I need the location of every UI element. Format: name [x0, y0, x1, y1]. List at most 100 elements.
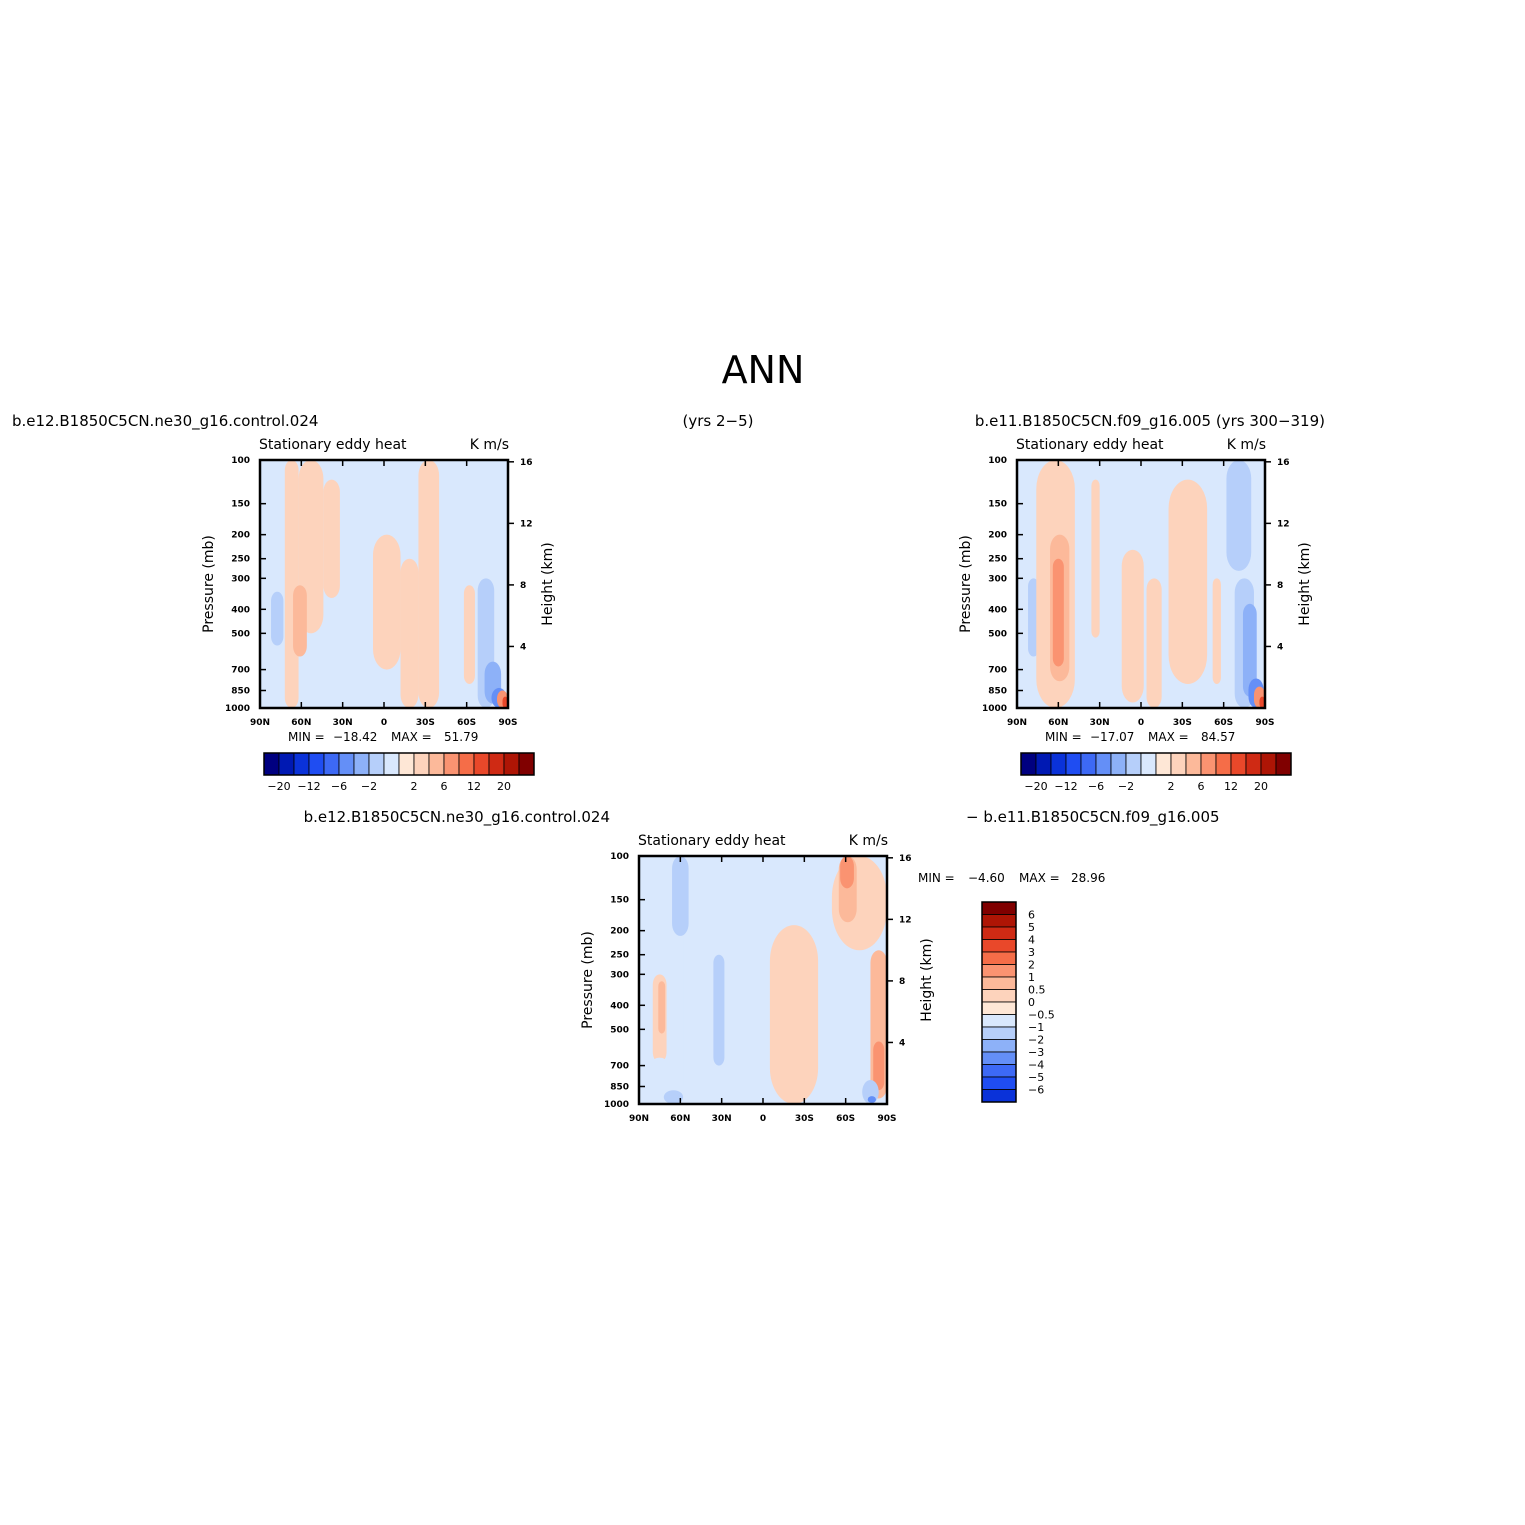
y-tick-label: 300 [988, 574, 1007, 584]
contour-region [683, 856, 708, 1104]
contour-region [1242, 603, 1257, 697]
colorbar-label: −2 [1118, 780, 1134, 793]
contour-region [1091, 479, 1100, 638]
colorbar-box [1275, 752, 1292, 776]
panel2-plot: 90N 60N 30N 0 30S 60S 90S 100 150 200 250 300 400 500… [958, 456, 1313, 728]
panel3-case-label: b.e12.B1850C5CN.ne30_g16.control.024 [304, 808, 610, 827]
colorbar-box [981, 1076, 1017, 1090]
panel1-max-label: MAX = [391, 730, 432, 744]
colorbar-box [981, 1039, 1017, 1053]
contour-region [260, 460, 270, 708]
colorbar-box [518, 752, 535, 776]
colorbar-label: −4 [1028, 1059, 1044, 1072]
y-tick-label: 500 [231, 629, 250, 639]
colorbar-label: 12 [1224, 780, 1238, 793]
x-tick-label: 60S [836, 1114, 855, 1124]
x-tick-label: 60S [457, 718, 476, 728]
height-tick-label: 16 [1277, 458, 1290, 468]
panel2-colorbar: −20 −12 −6 −2 2 6 12 20 [1020, 752, 1292, 793]
y-tick-label: 700 [988, 666, 1007, 676]
contour-region [463, 585, 475, 684]
colorbar-box [981, 1026, 1017, 1040]
x-tick-label: 30S [795, 1114, 814, 1124]
x-tick-label: 60N [670, 1114, 690, 1124]
colorbar-box [981, 914, 1017, 928]
x-tick-label: 60N [291, 718, 311, 728]
y-axis-label: Pressure (mb) [580, 931, 596, 1029]
panel1-max-value: 51.79 [444, 730, 478, 744]
colorbar-box [458, 752, 475, 776]
colorbar-box [981, 939, 1017, 953]
contour-field [1017, 460, 1265, 708]
panel1-colorbar: −20 −12 −6 −2 2 6 12 20 [263, 752, 535, 793]
colorbar-label: −1 [1028, 1021, 1044, 1034]
colorbar-box [1170, 752, 1187, 776]
colorbar-box [981, 1064, 1017, 1078]
contour-region [418, 460, 440, 708]
y-tick-label: 400 [231, 605, 250, 615]
y-tick-label: 500 [610, 1025, 629, 1035]
panel2-title: Stationary eddy heat [1016, 437, 1164, 453]
contour-region [364, 460, 398, 530]
height-tick-label: 8 [899, 977, 905, 987]
contour-region [1259, 696, 1265, 708]
contour-region [372, 534, 401, 670]
colorbar-box [981, 1014, 1017, 1028]
colorbar-label: −6 [1088, 780, 1104, 793]
colorbar-box [981, 964, 1017, 978]
panel1-min-value: −18.42 [333, 730, 377, 744]
y-tick-label: 850 [231, 686, 250, 696]
panel3-case-label-right: − b.e11.B1850C5CN.f09_g16.005 [966, 808, 1220, 827]
colorbar-box [981, 1051, 1017, 1065]
panel1-case-label: b.e12.B1850C5CN.ne30_g16.control.024 [12, 412, 318, 431]
contour-region [400, 558, 419, 708]
colorbar-box [323, 752, 340, 776]
y-tick-label: 1000 [982, 704, 1007, 714]
colorbar-label: 1 [1028, 971, 1035, 984]
x-tick-label: 30N [712, 1114, 732, 1124]
x-tick-label: 90N [629, 1114, 649, 1124]
colorbar-label: −2 [1028, 1034, 1044, 1047]
x-tick-label: 90S [1255, 718, 1274, 728]
panel2-case-label: b.e11.B1850C5CN.f09_g16.005 (yrs 300−319… [975, 412, 1325, 431]
colorbar-label: 4 [1028, 934, 1035, 947]
colorbar-box [1050, 752, 1067, 776]
panel1-years-label: (yrs 2−5) [683, 412, 754, 430]
height-tick-label: 4 [520, 642, 526, 652]
panel1-units: K m/s [470, 437, 509, 453]
colorbar-box [1245, 752, 1262, 776]
panel2-min-label: MIN = [1045, 730, 1082, 744]
contour-region [713, 954, 725, 1066]
y-tick-label: 1000 [604, 1100, 629, 1110]
main-title: ANN [722, 348, 805, 392]
colorbar-box [1110, 752, 1127, 776]
contour-region [502, 696, 508, 708]
y-tick-label: 700 [610, 1062, 629, 1072]
panel2-min-value: −17.07 [1090, 730, 1134, 744]
height-tick-label: 12 [520, 519, 533, 529]
x-tick-label: 0 [760, 1114, 766, 1124]
y-tick-label: 1000 [225, 704, 250, 714]
x-tick-label: 0 [381, 718, 387, 728]
colorbar-box [1035, 752, 1052, 776]
panel3-min-label: MIN = [918, 871, 955, 885]
panel3-max-label: MAX = [1019, 871, 1060, 885]
x-tick-label: 30S [416, 718, 435, 728]
colorbar-label: −6 [1028, 1084, 1044, 1097]
contour-region [328, 597, 345, 687]
colorbar-box [1095, 752, 1112, 776]
colorbar-box [473, 752, 490, 776]
y-tick-label: 850 [610, 1082, 629, 1092]
height-tick-label: 12 [899, 915, 912, 925]
colorbar-box [981, 1089, 1017, 1103]
colorbar-box [263, 752, 280, 776]
colorbar-box [428, 752, 445, 776]
colorbar-box [1125, 752, 1142, 776]
colorbar-box [278, 752, 295, 776]
contour-region [1028, 578, 1040, 657]
y-tick-label: 150 [610, 896, 629, 906]
colorbar-box [383, 752, 400, 776]
colorbar-label: −2 [361, 780, 377, 793]
